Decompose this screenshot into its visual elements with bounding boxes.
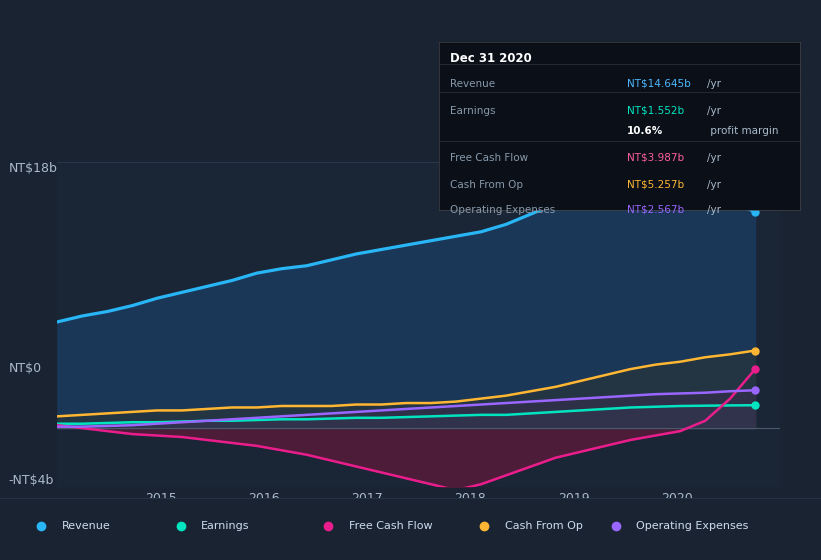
Text: /yr: /yr — [707, 180, 721, 190]
Text: NT$3.987b: NT$3.987b — [627, 153, 684, 163]
Text: Cash From Op: Cash From Op — [450, 180, 523, 190]
Text: -NT$4b: -NT$4b — [8, 474, 53, 487]
Text: /yr: /yr — [707, 153, 721, 163]
Text: Earnings: Earnings — [201, 521, 250, 531]
Text: /yr: /yr — [707, 106, 721, 116]
Text: /yr: /yr — [707, 79, 721, 89]
Text: NT$5.257b: NT$5.257b — [627, 180, 684, 190]
Text: NT$14.645b: NT$14.645b — [627, 79, 690, 89]
Text: Dec 31 2020: Dec 31 2020 — [450, 52, 532, 65]
Text: /yr: /yr — [707, 205, 721, 215]
Text: Revenue: Revenue — [450, 79, 495, 89]
Text: 10.6%: 10.6% — [627, 126, 663, 136]
Text: NT$1.552b: NT$1.552b — [627, 106, 684, 116]
Text: Free Cash Flow: Free Cash Flow — [349, 521, 433, 531]
Text: NT$2.567b: NT$2.567b — [627, 205, 684, 215]
Text: Operating Expenses: Operating Expenses — [636, 521, 749, 531]
Text: Cash From Op: Cash From Op — [505, 521, 583, 531]
Text: Operating Expenses: Operating Expenses — [450, 205, 555, 215]
Text: Revenue: Revenue — [62, 521, 110, 531]
Text: Earnings: Earnings — [450, 106, 496, 116]
Text: Free Cash Flow: Free Cash Flow — [450, 153, 528, 163]
Text: profit margin: profit margin — [707, 126, 778, 136]
Text: NT$18b: NT$18b — [8, 162, 57, 175]
Text: NT$0: NT$0 — [8, 362, 42, 375]
